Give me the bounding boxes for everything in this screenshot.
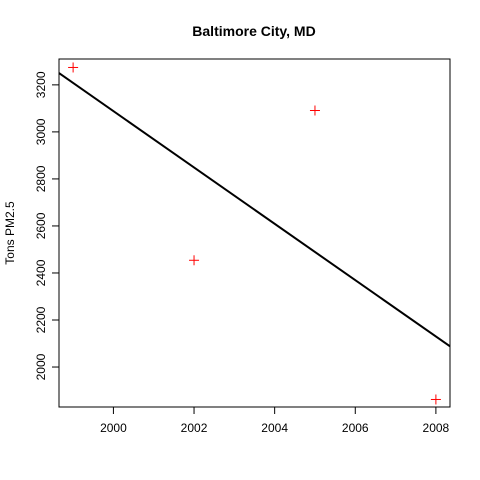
data-point: [309, 105, 320, 116]
x-axis: 2000 2002 2004 2006 2008: [100, 406, 450, 435]
y-axis: 2000 2200 2400 2600 2800 3000 3200: [34, 71, 60, 380]
y-tick-label: 3200: [34, 71, 48, 98]
y-tick-label: 3000: [34, 118, 48, 145]
chart-title: Baltimore City, MD: [192, 23, 315, 39]
x-tick-label: 2000: [100, 421, 127, 435]
y-tick-label: 2400: [34, 259, 48, 286]
y-tick-label: 2600: [34, 212, 48, 239]
x-tick-label: 2006: [342, 421, 369, 435]
x-tick-label: 2008: [423, 421, 450, 435]
plot-frame: [58, 58, 451, 408]
data-points: [68, 62, 441, 405]
x-tick-label: 2004: [261, 421, 288, 435]
data-point: [430, 394, 441, 405]
x-tick-label: 2002: [181, 421, 208, 435]
y-tick-label: 2200: [34, 306, 48, 333]
y-tick-label: 2800: [34, 165, 48, 192]
y-axis-label: Tons PM2.5: [3, 201, 17, 265]
regression-line: [58, 72, 451, 348]
data-point: [189, 255, 200, 266]
y-tick-label: 2000: [34, 353, 48, 380]
data-point: [68, 62, 79, 73]
